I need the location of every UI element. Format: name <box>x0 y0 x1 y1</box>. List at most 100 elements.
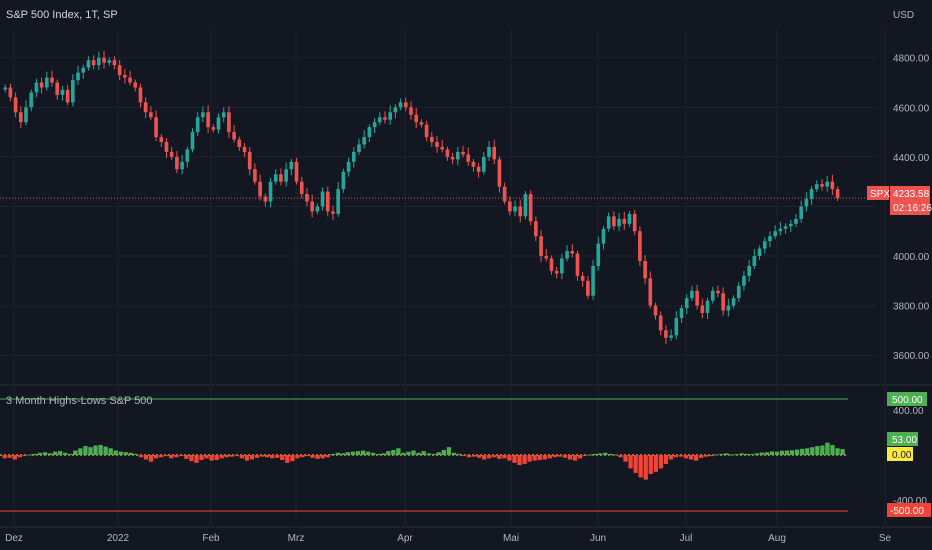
candle-body <box>424 124 429 138</box>
candle-body <box>669 335 673 338</box>
candle-body <box>788 223 793 227</box>
histogram-bar <box>492 455 497 458</box>
candle-body <box>565 251 569 259</box>
candle-body <box>596 243 601 266</box>
candle-body <box>580 275 585 281</box>
histogram-bar <box>285 455 290 463</box>
histogram-bar <box>456 453 462 455</box>
candle-body <box>830 181 835 190</box>
histogram-bar <box>204 455 209 459</box>
histogram-bar <box>300 455 305 458</box>
candle-body <box>169 151 174 157</box>
candle-body <box>331 211 335 214</box>
grid-lines <box>0 28 932 528</box>
histogram-bar <box>12 455 17 460</box>
indicator-histogram <box>2 442 845 480</box>
histogram-bar <box>290 455 295 462</box>
histogram-bar <box>588 454 593 456</box>
histogram-bar <box>820 445 825 455</box>
candle-body <box>39 82 44 88</box>
histogram-bar <box>583 455 588 457</box>
histogram-bar <box>648 455 653 475</box>
candle-body <box>81 67 86 73</box>
histogram-bar <box>350 451 356 455</box>
candle-body <box>664 330 668 338</box>
symbol-badge <box>867 186 889 200</box>
candle-body <box>310 201 314 212</box>
candle-body <box>273 174 278 182</box>
candle-body <box>648 278 653 306</box>
candle-body <box>237 139 242 147</box>
histogram-bar <box>265 455 270 458</box>
candle-body <box>341 171 346 190</box>
candle-body <box>34 82 39 93</box>
candle-body <box>731 298 736 306</box>
histogram-bar <box>638 455 643 478</box>
time-tick-label: Mrz <box>288 533 305 544</box>
histogram-bar <box>830 444 835 455</box>
candle-body <box>544 256 549 259</box>
time-tick-label: Jun <box>590 533 606 544</box>
histogram-bar <box>2 455 7 459</box>
histogram-bar <box>835 448 840 455</box>
price-candles <box>3 50 840 344</box>
histogram-bar <box>759 452 764 455</box>
candle-body <box>289 161 294 170</box>
candle-body <box>71 80 75 103</box>
upper-line-badge <box>887 392 927 406</box>
histogram-bar <box>340 453 346 455</box>
candle-body <box>799 206 803 219</box>
candle-body <box>726 305 731 311</box>
indicator-badges: 500.00 53.00 0.00 -500.00 <box>887 392 931 517</box>
candle-body <box>50 77 54 83</box>
indicator-tick-label: 400.00 <box>893 406 924 417</box>
histogram-bar <box>234 455 240 457</box>
candle-body <box>154 117 158 138</box>
indicator-tick-label: -400.00 <box>893 496 927 507</box>
candle-body <box>18 112 23 123</box>
histogram-bar <box>37 452 43 455</box>
histogram-bar <box>749 454 754 456</box>
histogram-bar <box>310 455 315 458</box>
histogram-bar <box>608 453 613 455</box>
candle-body <box>445 149 450 157</box>
histogram-bar <box>199 455 204 461</box>
candle-body <box>76 72 80 81</box>
lower-line-badge <box>887 503 931 517</box>
candle-body <box>435 142 439 147</box>
histogram-bar <box>795 449 800 455</box>
histogram-bar <box>143 455 149 460</box>
histogram-bar <box>577 455 583 459</box>
candle-body <box>768 236 772 242</box>
time-tick-label: Mai <box>503 533 519 544</box>
histogram-bar <box>53 451 58 455</box>
histogram-bar <box>532 455 537 461</box>
histogram-bar <box>805 448 810 455</box>
candle-body <box>258 181 262 197</box>
histogram-bar <box>214 455 219 461</box>
histogram-bar <box>699 455 704 458</box>
indicator-title[interactable]: 3 Month Highs-Lows S&P 500 <box>6 395 153 407</box>
candle-body <box>29 92 34 108</box>
histogram-bar <box>335 452 340 455</box>
candle-body <box>497 159 502 187</box>
histogram-bar <box>512 455 517 463</box>
histogram-bar <box>93 445 98 455</box>
histogram-bar <box>598 453 603 455</box>
lower-line-label: -500.00 <box>890 506 924 517</box>
price-badge-group: SPX 4233.58 02:16:26 <box>867 186 932 215</box>
current-value-label: 53.00 <box>892 435 917 446</box>
candle-body <box>149 112 153 118</box>
time-tick-label: Aug <box>768 533 786 544</box>
histogram-bar <box>542 455 547 460</box>
candle-body <box>45 77 49 88</box>
histogram-bar <box>522 455 527 464</box>
candle-body <box>112 60 117 66</box>
histogram-bar <box>249 455 255 460</box>
histogram-bar <box>365 451 371 455</box>
histogram-bar <box>643 455 648 480</box>
histogram-bar <box>789 450 795 455</box>
histogram-bar <box>466 455 472 458</box>
histogram-bar <box>678 455 684 457</box>
